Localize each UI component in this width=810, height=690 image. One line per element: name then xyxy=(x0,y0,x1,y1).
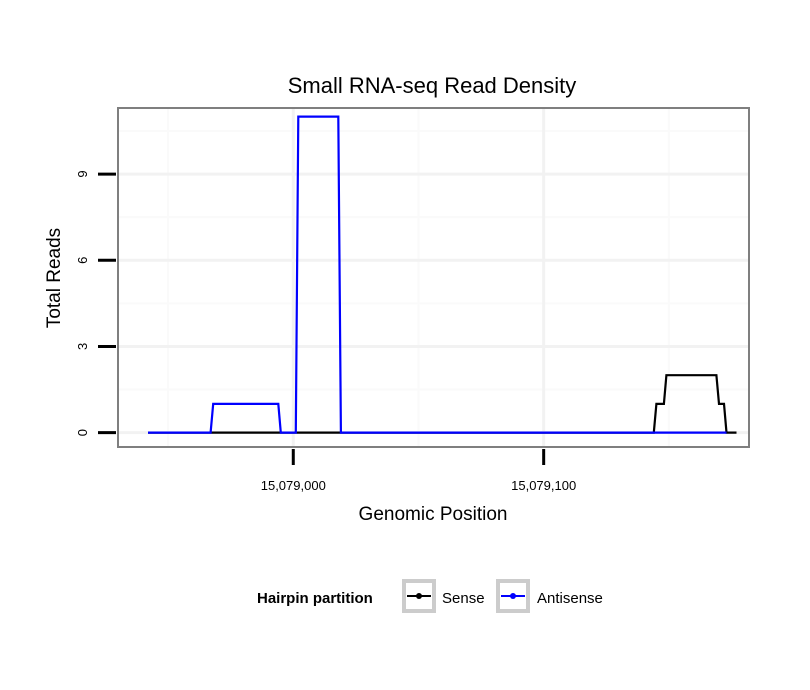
plot-border xyxy=(117,107,750,448)
x-axis-ticks: 15,079,000 15,079,100 xyxy=(261,449,576,493)
x-tick-label-0: 15,079,000 xyxy=(261,478,326,493)
series-line-antisense xyxy=(148,115,727,434)
legend: Hairpin partition Sense Antisense xyxy=(257,579,603,613)
series-line-sense xyxy=(148,374,737,434)
chart-title: Small RNA-seq Read Density xyxy=(288,73,577,98)
legend-label-antisense: Antisense xyxy=(537,590,603,607)
legend-point-sense xyxy=(416,593,422,599)
y-tick-label-2: 6 xyxy=(75,257,90,264)
y-axis-ticks: 0 3 6 9 xyxy=(75,170,116,436)
y-tick-label-0: 0 xyxy=(75,429,90,436)
legend-item-sense: Sense xyxy=(402,579,485,613)
legend-item-antisense: Antisense xyxy=(496,579,603,613)
x-axis-label: Genomic Position xyxy=(359,504,508,525)
y-axis-label: Total Reads xyxy=(44,228,65,328)
legend-label-sense: Sense xyxy=(442,590,485,607)
legend-point-antisense xyxy=(510,593,516,599)
x-tick-label-1: 15,079,100 xyxy=(511,478,576,493)
minor-gridlines xyxy=(118,108,749,447)
y-tick-label-3: 9 xyxy=(75,170,90,177)
legend-title: Hairpin partition xyxy=(257,590,373,607)
series-layer xyxy=(148,115,737,434)
y-tick-label-1: 3 xyxy=(75,343,90,350)
